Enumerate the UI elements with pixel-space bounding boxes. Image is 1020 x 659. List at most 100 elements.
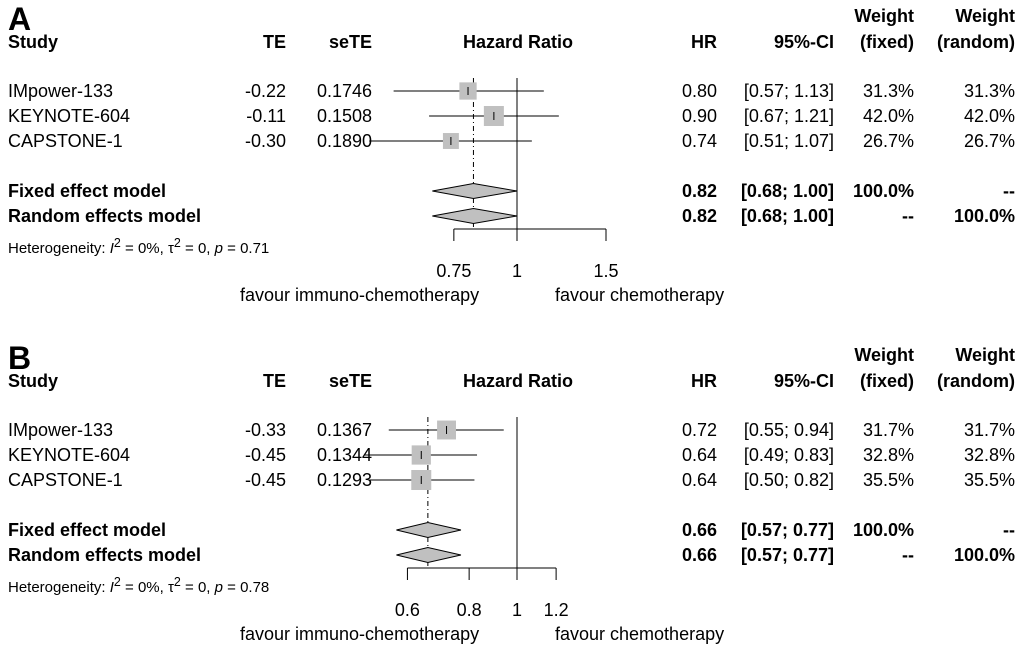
- study-hr: 0.80: [681, 81, 717, 101]
- study-weight-random: 26.7%: [963, 131, 1015, 151]
- study-te: -0.22: [244, 81, 286, 101]
- header-sete: seTE: [328, 371, 372, 391]
- panel-label: B: [8, 340, 32, 376]
- study-name: CAPSTONE-1: [8, 470, 123, 490]
- heterogeneity-text: Heterogeneity: I2 = 0%, τ2 = 0, p = 0.71: [8, 236, 270, 257]
- header-study: Study: [8, 32, 59, 52]
- header-ci: 95%-CI: [773, 371, 834, 391]
- study-weight-random: 31.7%: [963, 420, 1015, 440]
- header-fixed: (fixed): [860, 371, 914, 391]
- fixed-effect-diamond: [396, 521, 462, 539]
- study-te: -0.45: [244, 445, 286, 465]
- study-weight-fixed: 35.5%: [862, 470, 914, 490]
- forest-plot-b: B Weight Weight Study TE seTE Hazard Rat…: [0, 339, 1020, 659]
- header-hazard-ratio: Hazard Ratio: [462, 371, 574, 391]
- header-hazard-ratio: Hazard Ratio: [462, 32, 574, 52]
- study-weight-fixed: 32.8%: [862, 445, 914, 465]
- study-name: KEYNOTE-604: [8, 106, 131, 126]
- study-hr: 0.64: [681, 470, 717, 490]
- forest-plot-svg: 0.6 0.8 1 1.2: [363, 417, 569, 620]
- study-weight-fixed: 31.7%: [862, 420, 914, 440]
- x-tick-label: 1: [512, 261, 522, 281]
- forest-plot-a: A Weight Weight Study TE seTE Hazard Rat…: [0, 0, 1020, 320]
- random-model-weight-fixed: --: [902, 545, 914, 565]
- study-te: -0.30: [244, 131, 286, 151]
- study-weight-random: 35.5%: [963, 470, 1015, 490]
- header-te: TE: [262, 371, 286, 391]
- study-weight-fixed: 42.0%: [862, 106, 914, 126]
- heterogeneity-text: Heterogeneity: I2 = 0%, τ2 = 0, p = 0.78: [8, 575, 270, 596]
- favour-left-label: favour immuno-chemotherapy: [240, 285, 480, 305]
- study-sete: 0.1293: [316, 470, 372, 490]
- study-weight-random: 32.8%: [963, 445, 1015, 465]
- header-hr: HR: [691, 371, 717, 391]
- study-weight-fixed: 26.7%: [862, 131, 914, 151]
- study-weight-fixed: 31.3%: [862, 81, 914, 101]
- study-ci: [0.51; 1.07]: [743, 131, 834, 151]
- header-fixed: (fixed): [860, 32, 914, 52]
- fixed-model-ci: [0.68; 1.00]: [740, 181, 834, 201]
- study-sete: 0.1508: [316, 106, 372, 126]
- random-model-weight-random: 100.0%: [953, 206, 1015, 226]
- study-ci: [0.49; 0.83]: [743, 445, 834, 465]
- header-weight-fixed-1: Weight: [854, 345, 914, 365]
- study-ci: [0.55; 0.94]: [743, 420, 834, 440]
- study-weight-random: 42.0%: [963, 106, 1015, 126]
- panel-label: A: [8, 1, 32, 37]
- x-tick-label: 0.6: [395, 600, 420, 620]
- x-tick-label: 1.2: [544, 600, 569, 620]
- x-tick-label: 1: [512, 600, 522, 620]
- study-hr: 0.64: [681, 445, 717, 465]
- random-model-hr: 0.82: [681, 206, 717, 226]
- study-ci: [0.67; 1.21]: [743, 106, 834, 126]
- x-tick-label: 0.8: [457, 600, 482, 620]
- study-ci: [0.50; 0.82]: [743, 470, 834, 490]
- x-tick-label: 0.75: [436, 261, 471, 281]
- favour-right-label: favour chemotherapy: [555, 285, 725, 305]
- fixed-effect-diamond: [432, 182, 518, 200]
- random-model-name: Random effects model: [8, 545, 202, 565]
- study-te: -0.33: [244, 420, 286, 440]
- header-random: (random): [937, 32, 1015, 52]
- header-weight-random-1: Weight: [955, 345, 1015, 365]
- random-model-ci: [0.57; 0.77]: [740, 545, 834, 565]
- forest-plot-svg: 0.75 1 1.5: [369, 78, 619, 281]
- study-sete: 0.1367: [316, 420, 372, 440]
- random-effects-diamond: [396, 546, 462, 564]
- header-hr: HR: [691, 32, 717, 52]
- header-ci: 95%-CI: [773, 32, 834, 52]
- study-sete: 0.1344: [316, 445, 372, 465]
- header-te: TE: [262, 32, 286, 52]
- study-sete: 0.1890: [316, 131, 372, 151]
- header-weight-random-1: Weight: [955, 6, 1015, 26]
- random-model-weight-fixed: --: [902, 206, 914, 226]
- study-ci: [0.57; 1.13]: [743, 81, 834, 101]
- fixed-model-hr: 0.66: [681, 520, 717, 540]
- fixed-model-weight-fixed: 100.0%: [852, 181, 914, 201]
- header-study: Study: [8, 371, 59, 391]
- study-name: CAPSTONE-1: [8, 131, 123, 151]
- fixed-model-hr: 0.82: [681, 181, 717, 201]
- study-te: -0.45: [244, 470, 286, 490]
- random-model-name: Random effects model: [8, 206, 202, 226]
- random-model-weight-random: 100.0%: [953, 545, 1015, 565]
- random-effects-diamond: [432, 207, 518, 225]
- study-sete: 0.1746: [316, 81, 372, 101]
- fixed-model-ci: [0.57; 0.77]: [740, 520, 834, 540]
- study-hr: 0.90: [681, 106, 717, 126]
- study-te: -0.11: [246, 106, 286, 126]
- header-random: (random): [937, 371, 1015, 391]
- favour-left-label: favour immuno-chemotherapy: [240, 624, 480, 644]
- fixed-model-weight-random: --: [1003, 520, 1015, 540]
- fixed-model-weight-fixed: 100.0%: [852, 520, 914, 540]
- random-model-ci: [0.68; 1.00]: [740, 206, 834, 226]
- study-name: IMpower-133: [8, 81, 114, 101]
- x-tick-label: 1.5: [593, 261, 618, 281]
- study-weight-random: 31.3%: [963, 81, 1015, 101]
- fixed-model-weight-random: --: [1003, 181, 1015, 201]
- study-hr: 0.72: [681, 420, 717, 440]
- random-model-hr: 0.66: [681, 545, 717, 565]
- study-name: KEYNOTE-604: [8, 445, 131, 465]
- favour-right-label: favour chemotherapy: [555, 624, 725, 644]
- header-weight-fixed-1: Weight: [854, 6, 914, 26]
